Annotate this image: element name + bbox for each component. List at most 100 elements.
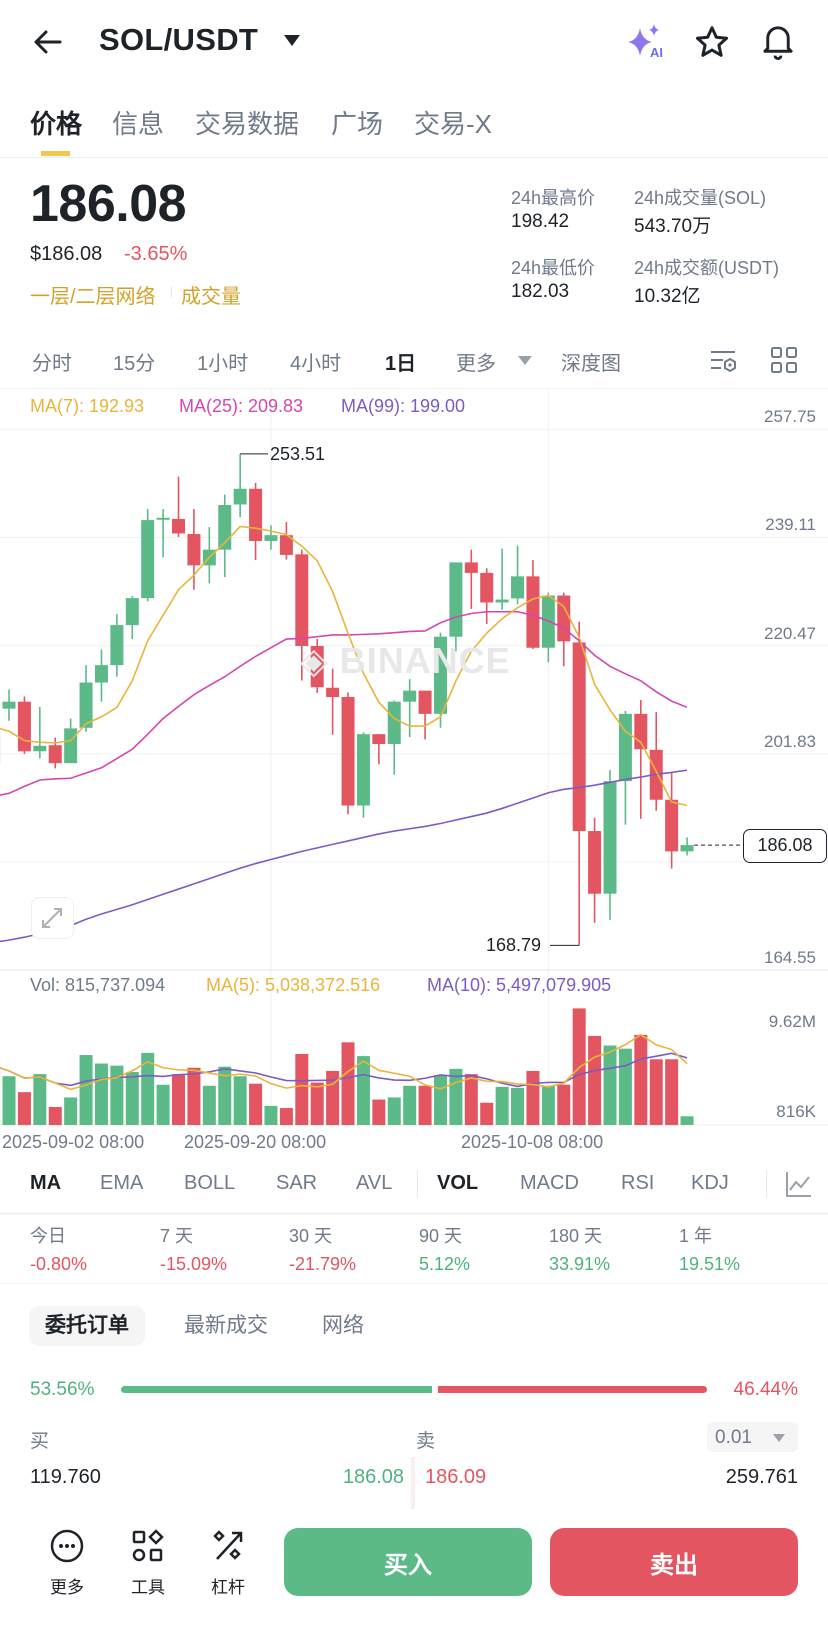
indicator-macd[interactable]: MACD xyxy=(520,1172,579,1194)
volume-bar xyxy=(141,1052,155,1125)
tag-volume[interactable]: 成交量 xyxy=(181,286,241,308)
indicator-sar[interactable]: SAR xyxy=(276,1172,318,1194)
tag-layer-network[interactable]: 一层/二层网络 xyxy=(30,286,156,308)
ma99-line xyxy=(0,769,688,943)
volume-bar xyxy=(372,1099,386,1125)
volume-bar xyxy=(603,1045,617,1125)
alert-button[interactable] xyxy=(760,22,796,65)
high-price-label: 253.51 xyxy=(270,444,326,464)
interval-1h[interactable]: 1小时 xyxy=(197,353,249,375)
back-button[interactable] xyxy=(30,24,66,60)
indicator-boll[interactable]: BOLL xyxy=(184,1172,236,1194)
layout-grid-button[interactable] xyxy=(770,346,798,379)
interval-4h[interactable]: 4小时 xyxy=(290,353,342,375)
favorite-button[interactable] xyxy=(694,24,730,65)
candle-body xyxy=(141,520,155,599)
candle-body xyxy=(33,745,47,752)
period-label: 今日 xyxy=(30,1226,66,1246)
tab-trade-x[interactable]: 交易-X xyxy=(414,109,493,139)
volume-bar xyxy=(172,1074,186,1125)
pair-title[interactable]: SOL/USDT xyxy=(99,22,259,57)
precision-select[interactable]: 0.01 xyxy=(707,1422,798,1452)
volume-bar xyxy=(94,1063,108,1125)
tab-trading-data[interactable]: 交易数据 xyxy=(195,109,300,139)
volume-bar xyxy=(418,1085,432,1125)
tab-order-book[interactable]: 委托订单 xyxy=(29,1306,145,1346)
active-tab-indicator xyxy=(41,151,70,156)
candle-body xyxy=(249,488,263,541)
caret-down-icon[interactable] xyxy=(284,35,300,46)
candle-body xyxy=(233,488,247,505)
buy-button[interactable]: 买入 xyxy=(284,1528,532,1596)
star-icon xyxy=(695,26,729,57)
indicator-rsi[interactable]: RSI xyxy=(621,1172,655,1194)
tab-info[interactable]: 信息 xyxy=(112,109,165,139)
vol-ma5-line xyxy=(0,1033,688,1091)
divider xyxy=(417,1170,418,1198)
more-button[interactable]: 更多 xyxy=(37,1528,97,1598)
chart-settings-button[interactable] xyxy=(709,348,739,379)
indicator-ema[interactable]: EMA xyxy=(100,1172,144,1194)
divider xyxy=(0,1283,828,1284)
interval-time[interactable]: 分时 xyxy=(32,353,72,375)
period-change: 19.51% xyxy=(679,1254,741,1274)
tab-price[interactable]: 价格 xyxy=(30,109,83,139)
interval-15m[interactable]: 15分 xyxy=(113,353,156,375)
candle-body xyxy=(495,599,509,603)
candle-body xyxy=(588,831,602,894)
tools-button[interactable]: 工具 xyxy=(118,1528,178,1598)
candlestick-chart[interactable] xyxy=(0,0,828,1160)
candle-body xyxy=(665,799,679,852)
volume-bar xyxy=(557,1084,571,1125)
volume-bar xyxy=(310,1082,324,1125)
y-tick: 220.47 xyxy=(764,624,816,643)
tab-recent-trades[interactable]: 最新成交 xyxy=(184,1314,268,1337)
candle-body xyxy=(433,636,447,714)
ask-header: 卖 xyxy=(416,1431,436,1452)
x-tick: 2025-09-02 08:00 xyxy=(2,1132,145,1152)
y-tick: 164.55 xyxy=(764,948,816,967)
depth-chart-tab[interactable]: 深度图 xyxy=(561,353,621,375)
candle-body xyxy=(356,734,370,806)
ai-button[interactable]: AI xyxy=(626,24,668,62)
vol-usdt-value: 10.32亿 xyxy=(634,286,701,307)
candle-body xyxy=(110,625,124,666)
tab-network[interactable]: 网络 xyxy=(322,1314,364,1337)
interval-more[interactable]: 更多 xyxy=(456,353,496,375)
bid-header: 买 xyxy=(30,1431,50,1452)
fullscreen-button[interactable] xyxy=(31,897,74,939)
sell-button[interactable]: 卖出 xyxy=(550,1528,798,1596)
high-label: 24h最高价 xyxy=(511,188,596,208)
indicator-kdj[interactable]: KDJ xyxy=(691,1172,729,1194)
leverage-icon xyxy=(213,1530,243,1560)
tab-square[interactable]: 广场 xyxy=(331,109,384,139)
ma25-legend: MA(25): 209.83 xyxy=(179,396,304,416)
divider xyxy=(0,1212,828,1215)
ai-badge: AI xyxy=(650,45,663,60)
period-label: 1 年 xyxy=(679,1226,713,1246)
last-price: 186.08 xyxy=(30,175,187,233)
divider xyxy=(0,388,828,389)
watermark-logo: ◈ BINANCE xyxy=(300,640,511,681)
low-label: 24h最低价 xyxy=(511,258,596,278)
low-price-label: 168.79 xyxy=(486,935,542,955)
indicator-vol[interactable]: VOL xyxy=(437,1172,479,1194)
bid-quantity: 119.760 xyxy=(30,1466,101,1488)
volume-bar xyxy=(495,1086,509,1125)
volume-bar xyxy=(17,1092,31,1125)
leverage-button[interactable]: 杠杆 xyxy=(198,1528,258,1598)
caret-down-icon xyxy=(773,1434,785,1442)
volume-bar xyxy=(279,1108,293,1125)
volume-bar xyxy=(125,1072,139,1125)
volume-bar xyxy=(588,1035,602,1125)
interval-1d[interactable]: 1日 xyxy=(385,353,417,375)
indicator-avl[interactable]: AVL xyxy=(356,1172,393,1194)
indicator-settings-button[interactable] xyxy=(784,1170,812,1203)
indicator-ma[interactable]: MA xyxy=(30,1172,62,1194)
vol-sol-value: 543.70万 xyxy=(634,216,712,237)
candle-body xyxy=(156,517,170,520)
buy-ratio-fill xyxy=(121,1386,432,1393)
volume-bar xyxy=(541,1085,555,1125)
candle-body xyxy=(94,665,108,683)
vol-tick: 9.62M xyxy=(768,1012,816,1031)
